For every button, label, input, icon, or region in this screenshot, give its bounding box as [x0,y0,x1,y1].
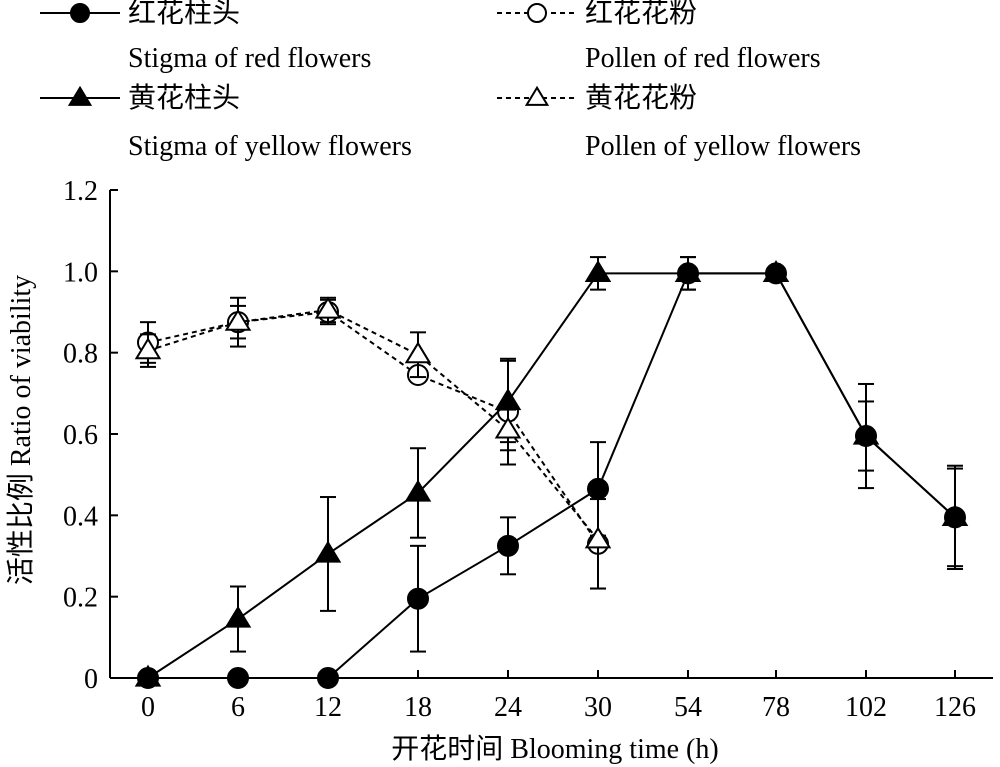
legend-entry-3: 黄花柱头 Stigma of yellow flowers [40,82,412,162]
data-point [134,337,162,360]
legend-marker [527,3,547,23]
legend-label-en: Pollen of red flowers [585,43,821,74]
y-tick-label: 0.2 [63,583,98,614]
legend-entry-2: 红花花粉 Pollen of red flowers [497,0,821,74]
x-tick-label: 18 [404,692,432,723]
legend-label-en: Stigma of red flowers [128,43,371,74]
legend-label-en: Stigma of yellow flowers [128,131,412,162]
series-line [147,310,599,545]
data-point [497,534,519,557]
legend: 红花柱头 Stigma of red flowers 红花花粉 Pollen of r… [40,0,861,162]
y-tick-label: 0.8 [63,339,98,370]
x-tick-label: 102 [845,692,887,723]
y-tick-label: 0.4 [63,501,98,532]
data-point [407,587,429,610]
x-tick-label: 30 [584,692,612,723]
x-tick-label: 24 [494,692,522,723]
series-3 [134,256,969,687]
legend-entry-4: 黄花花粉 Pollen of yellow flowers [497,82,861,162]
series-1 [137,256,966,689]
data-point [584,260,612,282]
y-tick-label: 0.6 [63,420,98,451]
data-point [494,416,522,439]
x-axis-label: 开花时间 Blooming time (h) [391,733,718,765]
legend-marker [67,85,93,106]
series-line [148,272,956,679]
series-2 [137,298,609,590]
data-point [674,260,702,282]
legend-entry-1: 红花柱头 Stigma of red flowers [40,0,371,74]
data-point [584,526,612,549]
data-point [762,260,790,282]
x-tick-label: 126 [934,692,976,723]
x-tick-label: 54 [674,692,702,723]
data-point [224,308,252,331]
data-point [941,504,969,526]
legend-label-en: Pollen of yellow flowers [585,131,861,162]
x-tick-label: 12 [314,692,342,723]
legend-label-cn: 红花柱头 [128,0,240,29]
x-tick-label: 6 [231,692,245,723]
y-tick-label: 1.0 [63,257,98,288]
data-point [314,296,342,319]
legend-label-cn: 黄花花粉 [585,82,697,114]
series-4 [134,296,612,590]
data-point [224,605,252,628]
legend-label-cn: 红花花粉 [585,0,697,29]
y-tick-label: 0 [84,664,98,695]
series-line [147,272,956,679]
series-line [147,308,599,541]
x-tick-label: 0 [141,692,155,723]
plot-area [134,256,969,689]
legend-marker [524,85,550,106]
data-point [314,540,342,563]
data-point [404,479,432,502]
legend-label-cn: 黄花柱头 [128,82,240,114]
x-tick-label: 78 [762,692,790,723]
data-point [494,388,522,411]
data-point [852,422,880,445]
axes: 0 0.2 0.4 0.6 0.8 1.0 1.2 0 6 12 18 24 30 54 78 102 126 [63,176,993,723]
legend-marker [70,3,90,23]
y-tick-label: 1.2 [63,176,98,207]
y-axis-label: 活性比例 Ratio of viability [5,275,37,585]
data-point [404,341,432,364]
